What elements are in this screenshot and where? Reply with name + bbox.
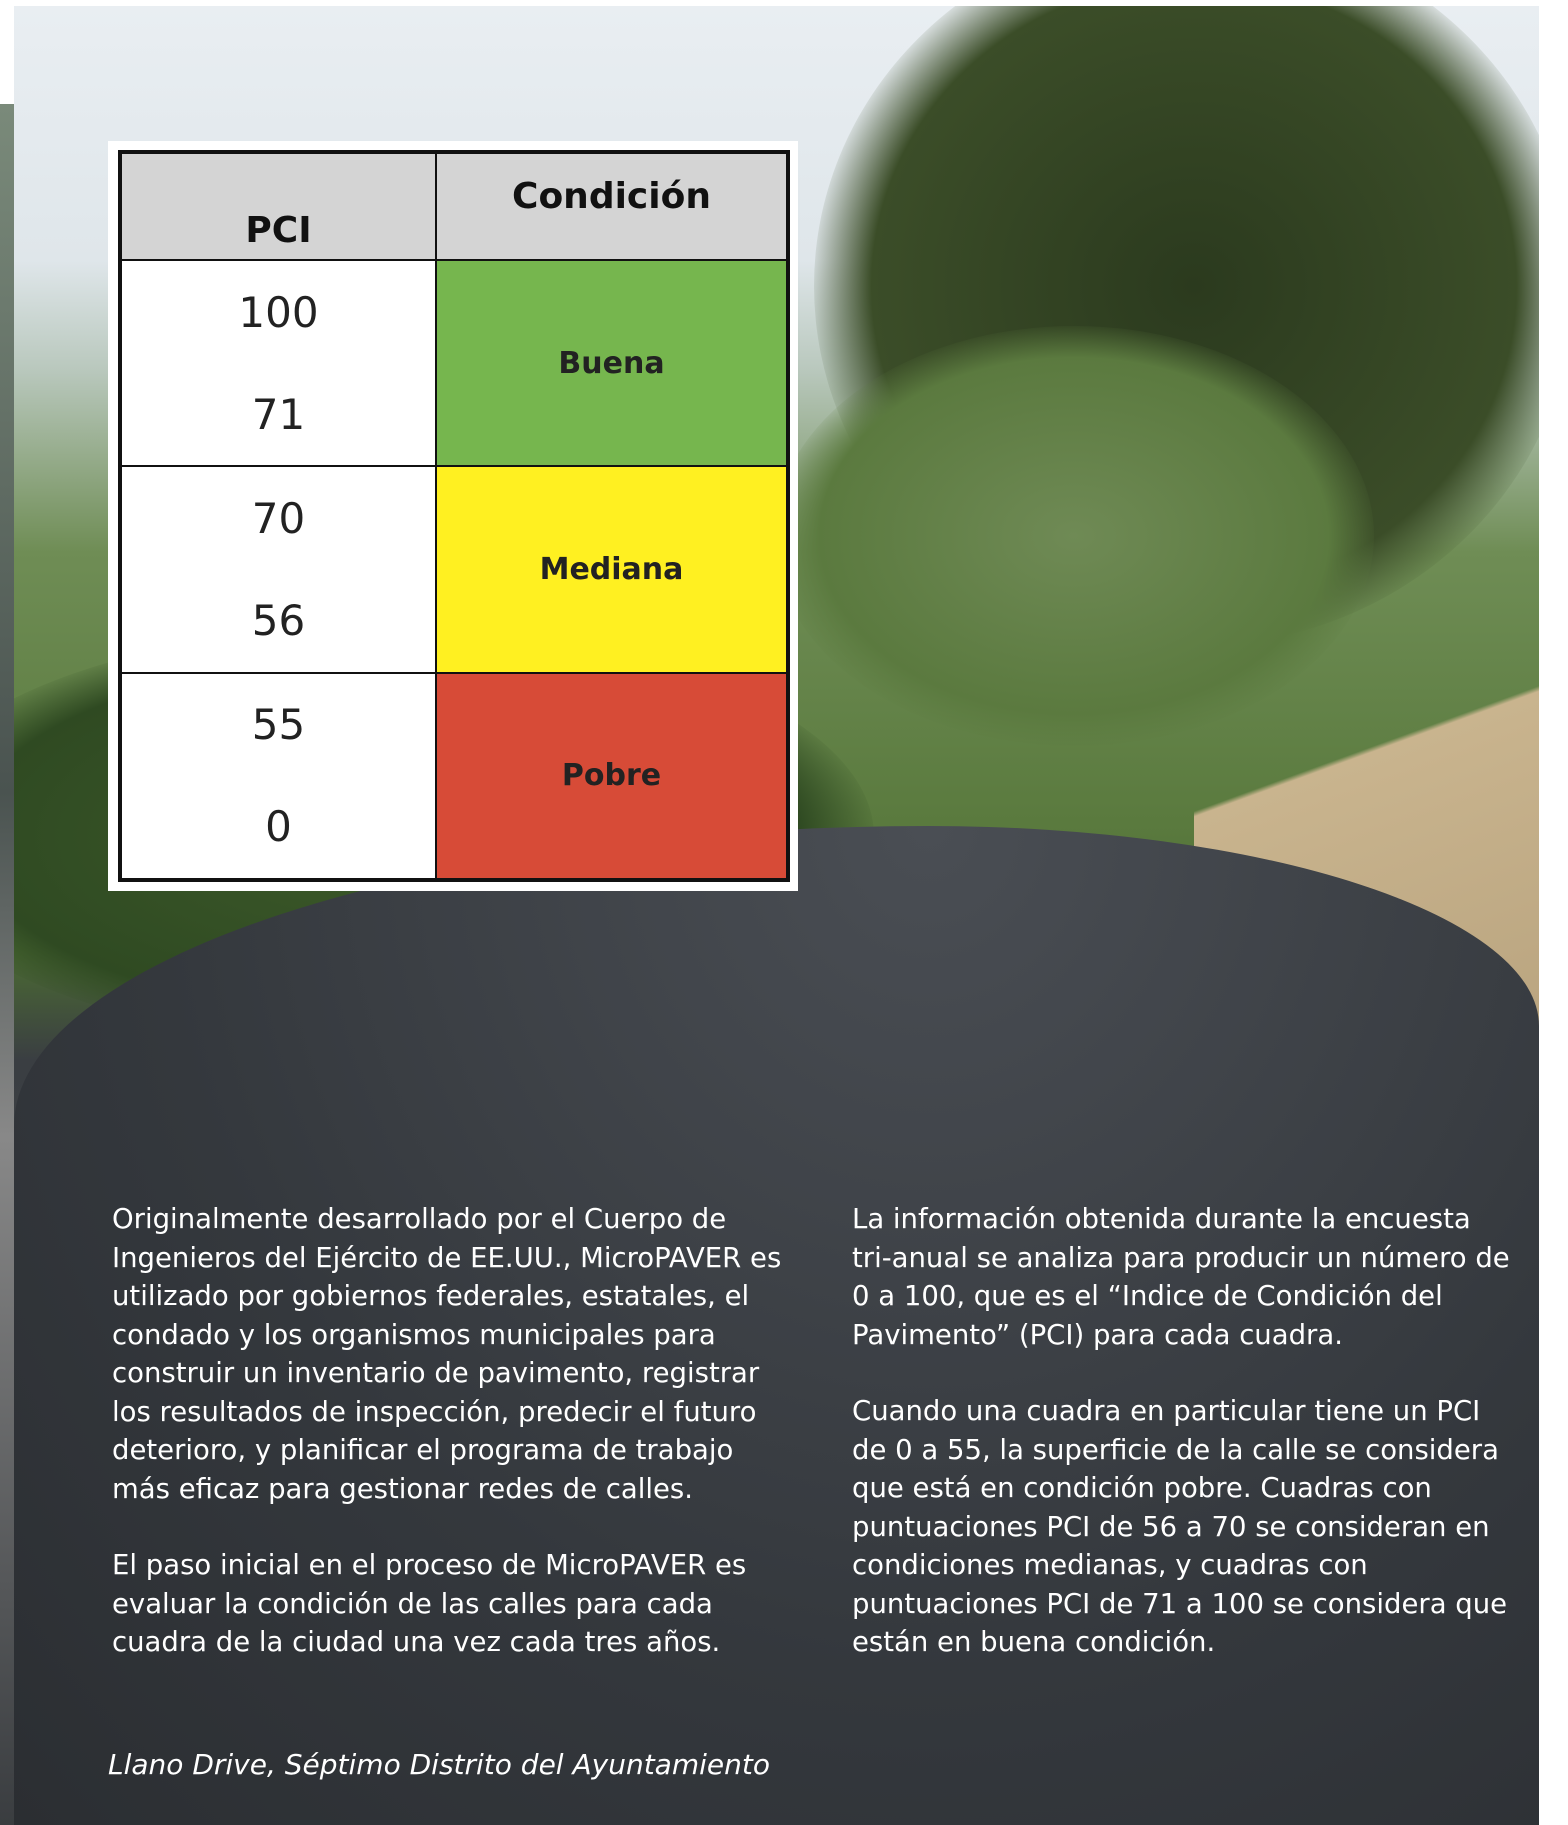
pci-high: 55 bbox=[251, 700, 306, 750]
condition-cell: Pobre bbox=[436, 672, 787, 879]
road bbox=[14, 826, 1539, 1825]
pci-range-cell: 70 56 bbox=[121, 466, 436, 673]
caption: Llano Drive, Séptimo Distrito del Ayunta… bbox=[108, 1748, 770, 1781]
condition-cell: Buena bbox=[436, 260, 787, 467]
text-column: La información obtenida durante la encue… bbox=[852, 1200, 1512, 1700]
page-edge bbox=[0, 104, 14, 1825]
paragraph: Originalmente desarrollado por el Cuerpo… bbox=[112, 1203, 782, 1505]
pci-range-cell: 55 0 bbox=[121, 672, 436, 879]
condition-cell: Mediana bbox=[436, 466, 787, 673]
pci-table: PCI Condición 100 71 Buena 70 56 Mediana 55 0 Pobr… bbox=[108, 141, 798, 891]
pci-low: 0 bbox=[265, 802, 292, 852]
text-column: Originalmente desarrollado por el Cuerpo… bbox=[112, 1200, 782, 1700]
paragraph: Cuando una cuadra en particular tiene un… bbox=[852, 1395, 1508, 1658]
paragraph: La información obtenida durante la encue… bbox=[852, 1203, 1510, 1351]
pci-low: 56 bbox=[251, 596, 306, 646]
pci-high: 70 bbox=[251, 493, 306, 543]
pci-high: 100 bbox=[238, 287, 319, 337]
pci-low: 71 bbox=[251, 389, 306, 439]
header-cell: Condición bbox=[436, 153, 787, 260]
header-cell: PCI bbox=[121, 153, 436, 260]
paragraph: El paso inicial en el proceso de MicroPA… bbox=[112, 1549, 747, 1658]
table-grid: PCI Condición 100 71 Buena 70 56 Mediana 55 0 Pobr… bbox=[118, 150, 790, 882]
pci-range-cell: 100 71 bbox=[121, 260, 436, 467]
